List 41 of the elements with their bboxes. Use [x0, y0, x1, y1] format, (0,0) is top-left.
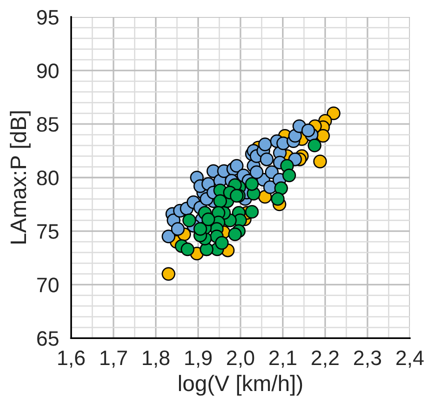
- point: [230, 158, 244, 173]
- y-tick-label: 65: [37, 331, 58, 346]
- y-tick-label: 95: [37, 10, 58, 25]
- x-tick-label: 1,8: [142, 350, 170, 368]
- point: [228, 227, 242, 242]
- y-tick-label: 80: [37, 170, 59, 186]
- point: [162, 267, 176, 281]
- x-tick-label: 2,3: [354, 350, 382, 368]
- x-tick-label: 2,0: [227, 350, 254, 368]
- point: [282, 168, 296, 182]
- point: [213, 194, 227, 208]
- point: [170, 222, 185, 236]
- point: [270, 192, 285, 206]
- point: [258, 138, 272, 152]
- point: [260, 152, 274, 166]
- point: [301, 124, 316, 138]
- x-tick-label: 2,4: [396, 350, 424, 368]
- point: [162, 230, 176, 244]
- point: [274, 181, 288, 196]
- point: [308, 138, 322, 152]
- point: [326, 106, 340, 120]
- point: [201, 212, 216, 226]
- x-tick-label: 1,7: [100, 350, 127, 368]
- y-tick-label: 70: [37, 278, 59, 292]
- point: [215, 236, 229, 250]
- point: [245, 204, 259, 219]
- y-axis-title: LAmax:P [dB]: [10, 111, 31, 244]
- y-tick-label: 75: [37, 224, 58, 239]
- x-tick-label: 1,6: [58, 350, 85, 368]
- x-tick-label: 1,9: [185, 350, 212, 368]
- point: [182, 214, 196, 228]
- point: [180, 242, 194, 256]
- point: [245, 177, 259, 191]
- point: [250, 165, 264, 180]
- y-tick-label: 85: [37, 117, 58, 132]
- x-tick-label: 2,1: [269, 350, 296, 368]
- y-tick-label: 90: [37, 64, 59, 78]
- point: [313, 154, 327, 168]
- x-axis-title: log(V [km/h]): [179, 374, 302, 396]
- point: [193, 222, 208, 236]
- x-tick-label: 2,2: [312, 350, 339, 368]
